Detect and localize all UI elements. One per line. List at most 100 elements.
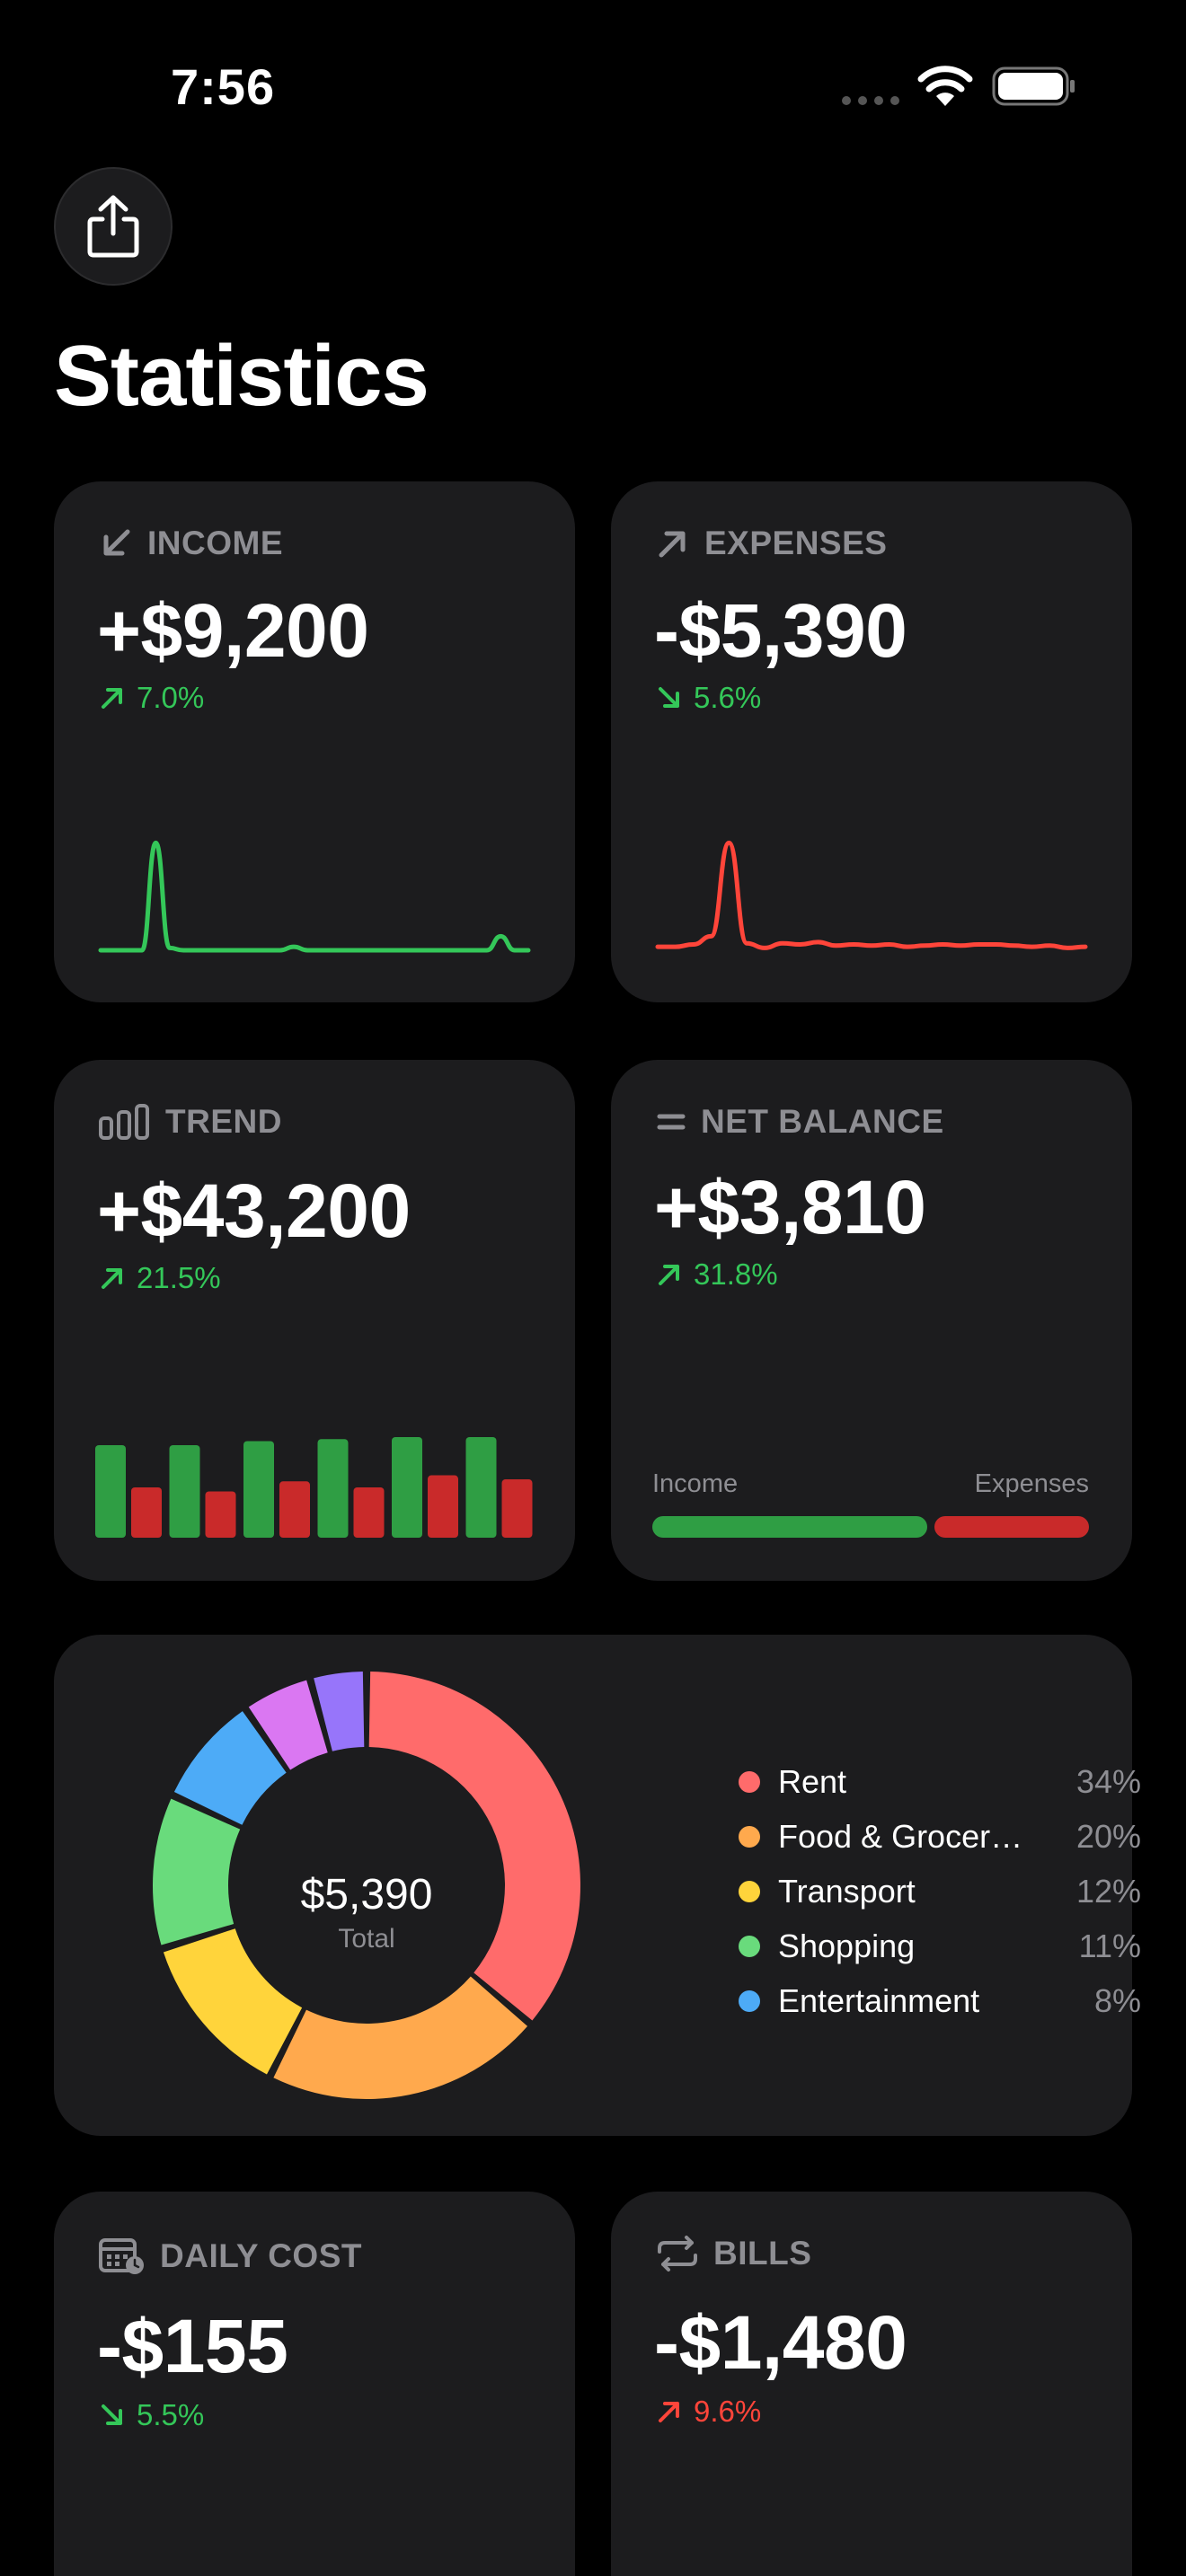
trend-bar-income — [169, 1444, 200, 1538]
trend-bar-income — [95, 1444, 126, 1538]
arrow-down-left-icon — [103, 529, 130, 556]
income-sparkline-line — [98, 840, 531, 953]
trend-delta-value: 21.5% — [137, 1261, 221, 1294]
status-time: 7:56 — [171, 58, 276, 115]
income-header: INCOME — [99, 525, 283, 562]
legend-label: Shopping — [778, 1928, 916, 1964]
income-label: INCOME — [147, 525, 283, 561]
trend-up-icon — [102, 1268, 122, 1289]
battery-icon — [992, 66, 1075, 106]
expenses-delta-value: 5.6% — [694, 681, 762, 714]
donut-slice — [273, 1976, 528, 2100]
legend-label: Rent — [778, 1763, 847, 1800]
net-balance-income-bar — [652, 1516, 928, 1538]
income-sparkline — [98, 840, 531, 953]
donut-slice — [248, 1680, 328, 1770]
expenses-sparkline — [655, 840, 1088, 950]
bills-delta: 9.6% — [656, 2395, 761, 2429]
daily-cost-delta-value: 5.5% — [137, 2398, 205, 2431]
donut-total-value: $5,390 — [300, 1871, 433, 1919]
legend-pct: 11% — [1078, 1928, 1141, 1964]
trend-delta: 21.5% — [99, 1261, 221, 1295]
legend-label: Entertainment — [778, 1982, 980, 2019]
legend-item: Entertainment 8% — [737, 1976, 1141, 2026]
income-delta-value: 7.0% — [137, 681, 205, 714]
net-balance-card[interactable]: NET BALANCE +$3,810 31.8% Income Expense… — [611, 1060, 1132, 1581]
calendar-clock-icon — [99, 2238, 144, 2274]
trend-bar-expenses — [205, 1491, 236, 1538]
income-delta: 7.0% — [99, 681, 204, 715]
trend-bar-expenses — [131, 1487, 162, 1538]
daily-cost-value: -$155 — [97, 2304, 288, 2388]
expenses-delta: 5.6% — [656, 681, 761, 715]
legend-dot — [739, 1771, 760, 1793]
net-balance-delta: 31.8% — [656, 1257, 778, 1292]
equals-icon — [657, 1114, 686, 1130]
trend-bar-income — [465, 1437, 497, 1538]
expenses-label: EXPENSES — [704, 525, 888, 561]
daily-cost-delta: 5.5% — [99, 2398, 204, 2432]
bills-label: BILLS — [713, 2235, 812, 2272]
expenses-sparkline-line — [655, 840, 1088, 950]
daily-cost-label: DAILY COST — [160, 2237, 362, 2274]
donut-slice — [163, 1928, 303, 2075]
trend-value: +$43,200 — [97, 1169, 411, 1253]
income-card[interactable]: INCOME +$9,200 7.0% — [54, 481, 575, 1002]
net-balance-bar — [652, 1516, 1089, 1538]
expense-breakdown-card[interactable]: $5,390 Total Rent 34% Food & Grocer… 20%… — [54, 1635, 1141, 2136]
legend-pct: 34% — [1075, 1763, 1141, 1800]
trend-down-icon — [102, 2404, 122, 2425]
expenses-card[interactable]: EXPENSES -$5,390 5.6% — [611, 481, 1132, 1002]
legend-dot — [739, 1936, 760, 1957]
trend-bar-expenses — [353, 1487, 385, 1538]
donut-total-label: Total — [338, 1924, 395, 1954]
chart-bars-icon — [99, 1104, 149, 1140]
trend-bar-income — [317, 1439, 349, 1538]
daily-cost-card[interactable]: DAILY COST -$155 5.5% — [54, 2192, 575, 2576]
legend-label: Transport — [778, 1873, 916, 1910]
cellular-signal-icon — [842, 96, 899, 105]
trend-bar-income — [243, 1441, 274, 1538]
trend-bar-income — [392, 1437, 422, 1538]
legend-pct: 20% — [1075, 1818, 1141, 1855]
legend-item: Food & Grocer… 20% — [737, 1812, 1141, 1862]
legend-dot — [739, 1881, 760, 1902]
trend-bar-expenses — [279, 1481, 310, 1538]
legend-item: Shopping 11% — [737, 1921, 1141, 1972]
net-balance-delta-value: 31.8% — [694, 1257, 778, 1291]
share-icon — [87, 195, 139, 258]
income-value: +$9,200 — [97, 588, 369, 673]
share-button[interactable] — [54, 167, 173, 286]
wifi-icon — [917, 66, 973, 106]
expense-donut-chart — [153, 1672, 581, 2100]
bills-value: -$1,480 — [654, 2300, 907, 2385]
arrow-up-right-icon — [659, 531, 686, 558]
donut-slice — [314, 1672, 365, 1751]
trend-bar-expenses — [501, 1479, 533, 1538]
bills-card[interactable]: BILLS -$1,480 9.6% — [611, 2192, 1132, 2576]
trend-bar-chart — [95, 1437, 533, 1538]
net-balance-expenses-label: Expenses — [974, 1469, 1089, 1498]
repeat-icon — [658, 2236, 697, 2272]
bills-header: BILLS — [656, 2235, 811, 2272]
net-balance-label: NET BALANCE — [701, 1103, 944, 1140]
trend-bar-expenses — [428, 1475, 458, 1538]
legend-item: Rent 34% — [737, 1757, 1141, 1807]
net-balance-expenses-bar — [934, 1516, 1089, 1538]
legend-pct: 8% — [1093, 1982, 1141, 2019]
donut-slice — [368, 1672, 581, 2021]
legend-item: Transport 12% — [737, 1866, 1141, 1917]
legend-dot — [739, 1826, 760, 1848]
trend-up-icon — [659, 2402, 679, 2422]
net-balance-income-label: Income — [652, 1469, 739, 1498]
net-balance-header: NET BALANCE — [656, 1103, 944, 1141]
expenses-header: EXPENSES — [656, 525, 887, 562]
trend-up-icon — [102, 688, 122, 709]
expenses-value: -$5,390 — [654, 588, 907, 673]
legend-label: Food & Grocer… — [778, 1818, 1023, 1855]
donut-slice — [153, 1798, 241, 1945]
trend-card[interactable]: TREND +$43,200 21.5% — [54, 1060, 575, 1581]
net-balance-value: +$3,810 — [654, 1165, 926, 1249]
bills-delta-value: 9.6% — [694, 2395, 762, 2428]
legend-pct: 12% — [1075, 1873, 1141, 1910]
